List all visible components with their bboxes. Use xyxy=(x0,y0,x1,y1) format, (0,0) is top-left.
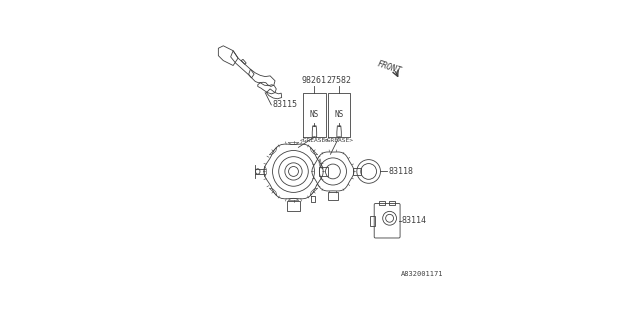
Text: NS: NS xyxy=(310,110,319,119)
Text: 98261: 98261 xyxy=(302,76,327,85)
Text: NS: NS xyxy=(335,110,344,119)
Text: FRONT: FRONT xyxy=(376,60,403,76)
Text: 27582: 27582 xyxy=(326,76,351,85)
Text: <GREASE>: <GREASE> xyxy=(324,138,354,143)
Text: <GREASE>: <GREASE> xyxy=(300,138,330,143)
Text: 83115: 83115 xyxy=(273,100,298,109)
Text: A832001171: A832001171 xyxy=(401,271,444,277)
Text: 83114: 83114 xyxy=(402,216,427,225)
Text: 83118: 83118 xyxy=(388,167,413,176)
